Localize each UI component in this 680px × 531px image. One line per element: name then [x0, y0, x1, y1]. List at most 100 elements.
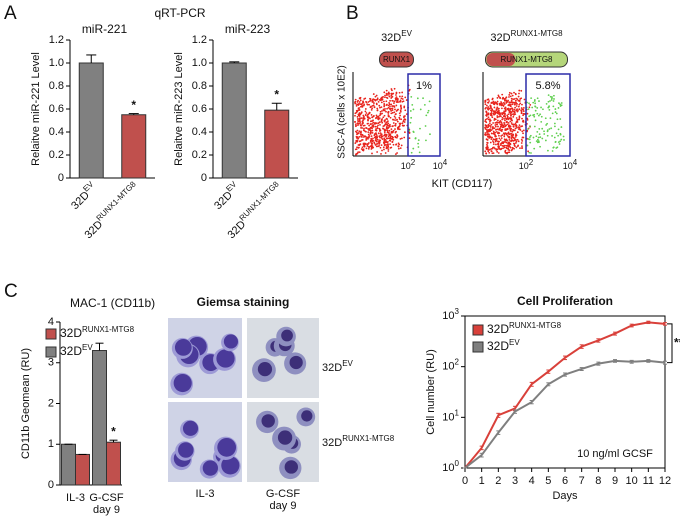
event — [504, 141, 506, 143]
event — [362, 136, 365, 138]
text-part: 10 — [563, 161, 573, 171]
event — [495, 130, 498, 133]
event — [371, 140, 374, 143]
y-tick-label: 0.4 — [49, 126, 64, 138]
event — [549, 100, 551, 102]
event — [418, 151, 421, 154]
event — [522, 121, 525, 123]
event — [357, 137, 360, 140]
event — [534, 105, 537, 108]
event — [540, 106, 542, 109]
event — [378, 99, 381, 101]
event — [486, 117, 488, 120]
gate — [407, 73, 441, 157]
event — [488, 135, 491, 138]
event — [515, 140, 518, 143]
event — [393, 111, 396, 114]
bar — [264, 109, 290, 179]
event — [408, 137, 411, 140]
event — [388, 101, 390, 104]
event — [354, 121, 356, 123]
event — [498, 137, 501, 140]
event — [507, 104, 510, 107]
superscript: EV — [82, 343, 93, 352]
event — [362, 116, 365, 119]
event — [560, 104, 563, 107]
event — [491, 152, 494, 155]
event — [535, 135, 538, 138]
event — [513, 142, 516, 145]
event — [527, 128, 529, 130]
event — [355, 130, 357, 133]
error-bar — [646, 320, 651, 325]
event — [484, 133, 487, 136]
error-bar — [613, 331, 617, 336]
event — [422, 97, 424, 100]
superscript: RUNX1-MTG8 — [509, 321, 562, 330]
text-part: 10 — [433, 161, 443, 171]
event — [536, 130, 539, 133]
event — [399, 109, 402, 112]
event — [361, 138, 364, 141]
event — [387, 91, 390, 94]
event — [555, 112, 558, 115]
event — [490, 129, 493, 132]
event — [369, 117, 371, 120]
event — [544, 117, 547, 120]
event — [398, 143, 401, 146]
event — [392, 129, 395, 132]
event — [493, 119, 496, 121]
event — [380, 106, 383, 108]
event — [412, 108, 415, 111]
legend-label: 32DRUNX1-MTG8 — [487, 321, 562, 336]
event — [363, 124, 366, 127]
error-bar — [663, 322, 667, 326]
construct-pill — [379, 51, 414, 68]
event — [356, 103, 358, 106]
text-part: 10 — [401, 161, 411, 171]
event — [493, 146, 495, 149]
x-tick-label: 3 — [512, 475, 518, 487]
event — [386, 123, 388, 126]
event — [485, 110, 488, 113]
event — [494, 125, 497, 128]
event — [366, 143, 369, 146]
event — [488, 137, 491, 139]
x-tick-label: 12 — [659, 475, 671, 487]
event — [367, 131, 370, 134]
event — [492, 122, 495, 124]
event — [497, 143, 500, 146]
event — [547, 149, 549, 152]
event — [496, 115, 499, 117]
event — [358, 140, 361, 143]
event — [503, 123, 506, 126]
event — [515, 97, 518, 100]
event — [369, 132, 372, 135]
event — [365, 112, 368, 114]
event — [563, 139, 565, 141]
event — [502, 147, 504, 150]
event — [391, 107, 394, 110]
event — [511, 123, 514, 126]
event — [371, 123, 373, 125]
event — [400, 144, 403, 147]
legend-label: 32DEV — [60, 343, 93, 358]
event — [504, 115, 507, 118]
event — [373, 102, 375, 104]
event — [493, 138, 496, 141]
text-part: 10 — [442, 361, 454, 373]
event — [383, 148, 385, 151]
event — [505, 141, 508, 144]
event — [508, 139, 511, 141]
event — [363, 98, 366, 100]
event — [555, 147, 558, 149]
event — [386, 103, 388, 106]
event — [537, 136, 540, 139]
column-label: G-CSF — [266, 488, 301, 500]
event — [400, 118, 403, 121]
event — [357, 151, 360, 154]
event — [416, 97, 419, 100]
event — [498, 132, 501, 135]
event — [375, 145, 378, 148]
event — [429, 133, 431, 136]
